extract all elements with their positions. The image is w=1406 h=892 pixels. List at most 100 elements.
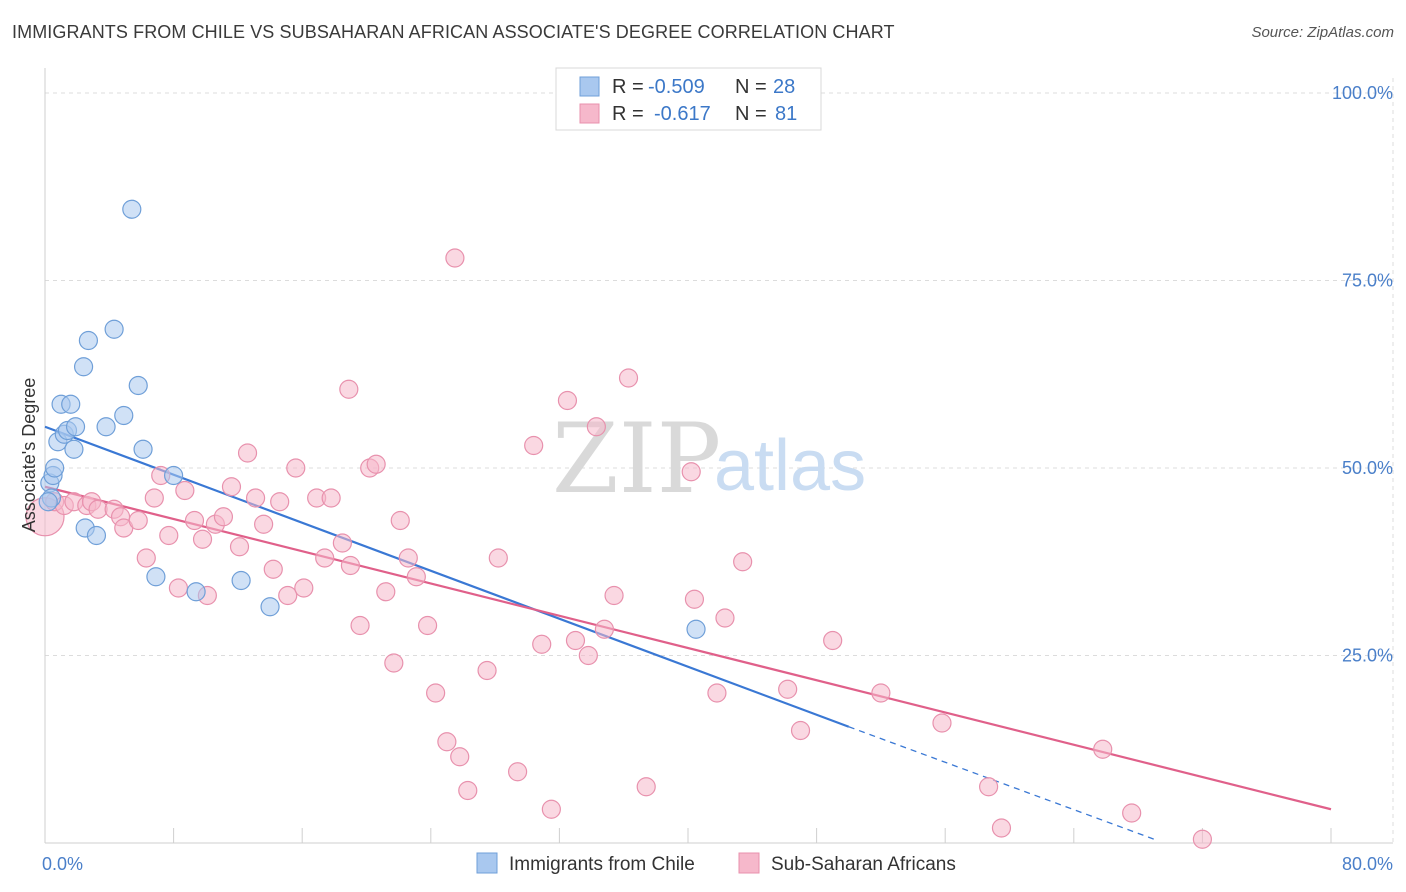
data-point-chile — [104, 319, 124, 339]
legend-n-label-1: N = — [735, 76, 767, 98]
data-point-subsaharan — [88, 499, 108, 519]
data-point-subsaharan — [790, 720, 811, 741]
data-point-subsaharan — [618, 368, 639, 388]
data-point-chile — [78, 330, 99, 351]
data-point-subsaharan — [557, 390, 578, 411]
y-tick-labels: 25.0% 50.0% 75.0% 100.0% — [1332, 83, 1393, 666]
data-point-subsaharan — [707, 683, 727, 703]
data-point-subsaharan — [541, 799, 561, 819]
y-tick-label: 75.0% — [1342, 271, 1393, 291]
data-point-subsaharan — [477, 660, 497, 681]
data-point-chile — [45, 458, 65, 478]
data-point-subsaharan — [991, 818, 1012, 838]
data-point-subsaharan — [488, 548, 508, 568]
trend-line-1 — [44, 485, 1332, 811]
data-point-subsaharan — [778, 679, 798, 699]
data-point-chile — [128, 375, 148, 396]
data-point-subsaharan — [263, 559, 283, 579]
x-tick-label: 80.0% — [1342, 854, 1393, 874]
data-point-subsaharan — [136, 548, 156, 568]
legend-r-value-2: -0.617 — [654, 103, 711, 125]
data-point-subsaharan — [184, 510, 205, 531]
data-point-chile — [133, 439, 153, 459]
legend-r-label-1: R = — [612, 76, 644, 98]
data-point-subsaharan — [565, 630, 586, 651]
data-point-chile — [96, 417, 116, 437]
data-point-subsaharan — [594, 619, 615, 639]
data-point-subsaharan — [398, 548, 418, 568]
data-point-subsaharan — [245, 488, 266, 508]
data-point-subsaharan — [128, 510, 148, 531]
y-axis-label: Associate's Degree — [19, 378, 39, 533]
data-point-subsaharan — [270, 492, 290, 512]
data-point-chile — [686, 619, 706, 639]
legend-n-value-2: 81 — [775, 103, 797, 125]
x-tick-labels: 0.0% 80.0% — [42, 854, 1393, 874]
data-point-chile — [260, 597, 280, 617]
data-point-subsaharan — [733, 552, 753, 572]
data-point-subsaharan — [213, 507, 234, 527]
bottom-legend-swatch-subsaharan — [738, 852, 760, 874]
data-points — [25, 199, 1213, 849]
data-point-subsaharan — [339, 379, 359, 399]
data-point-subsaharan — [192, 529, 213, 549]
data-point-chile — [122, 199, 142, 219]
data-point-subsaharan — [715, 608, 735, 628]
watermark: ZIP atlas — [552, 403, 866, 515]
data-point-subsaharan — [508, 762, 528, 782]
data-point-subsaharan — [684, 589, 705, 609]
data-point-subsaharan — [636, 777, 656, 797]
watermark-atlas: atlas — [714, 426, 866, 506]
data-point-chile — [146, 567, 166, 587]
data-point-subsaharan — [144, 488, 164, 508]
data-point-subsaharan — [578, 645, 598, 666]
bottom-legend: Immigrants from Chile Sub-Saharan Africa… — [476, 852, 956, 875]
data-point-subsaharan — [532, 634, 552, 654]
data-point-subsaharan — [229, 537, 250, 557]
data-point-chile — [86, 525, 107, 546]
y-tick-label: 25.0% — [1342, 646, 1393, 666]
data-point-chile — [73, 357, 94, 377]
data-point-subsaharan — [286, 458, 306, 478]
bottom-legend-label-subsaharan: Sub-Saharan Africans — [771, 854, 956, 875]
data-point-subsaharan — [321, 488, 341, 508]
chart-source: Source: ZipAtlas.com — [1251, 24, 1394, 41]
legend-n-label-2: N = — [735, 103, 767, 125]
data-point-subsaharan — [604, 585, 624, 606]
legend-box: R = -0.509 N = 28 R = -0.617 N = 81 — [555, 67, 822, 131]
data-point-subsaharan — [237, 443, 258, 463]
legend-r-label-2: R = — [612, 103, 644, 125]
data-point-subsaharan — [426, 683, 446, 703]
data-point-subsaharan — [437, 732, 457, 752]
data-point-subsaharan — [450, 747, 470, 767]
data-point-chile — [61, 394, 81, 414]
x-tick-label: 0.0% — [42, 854, 83, 874]
chart-title: IMMIGRANTS FROM CHILE VS SUBSAHARAN AFRI… — [12, 22, 895, 42]
data-point-subsaharan — [681, 462, 701, 482]
bottom-legend-label-chile: Immigrants from Chile — [509, 854, 695, 875]
data-point-subsaharan — [979, 777, 999, 797]
data-point-subsaharan — [1093, 739, 1113, 759]
data-point-subsaharan — [340, 555, 361, 576]
legend-swatch-subsaharan — [579, 103, 600, 124]
data-point-subsaharan — [168, 578, 189, 598]
watermark-zip: ZIP — [552, 403, 721, 515]
bottom-legend-swatch-chile — [476, 852, 498, 874]
data-point-subsaharan — [221, 477, 242, 497]
data-point-subsaharan — [390, 510, 410, 531]
data-point-subsaharan — [254, 514, 274, 534]
data-point-chile — [164, 465, 184, 486]
data-point-chile — [186, 582, 206, 602]
data-point-chile — [65, 417, 86, 437]
y-tick-label: 100.0% — [1332, 83, 1393, 103]
data-point-subsaharan — [278, 585, 298, 606]
data-point-subsaharan — [1192, 829, 1213, 849]
y-tick-label: 50.0% — [1342, 458, 1393, 478]
data-point-chile — [114, 405, 134, 426]
data-point-subsaharan — [823, 630, 843, 651]
data-point-subsaharan — [350, 615, 370, 636]
data-point-subsaharan — [1122, 803, 1142, 823]
data-point-subsaharan — [445, 248, 465, 268]
data-point-chile — [38, 492, 58, 512]
